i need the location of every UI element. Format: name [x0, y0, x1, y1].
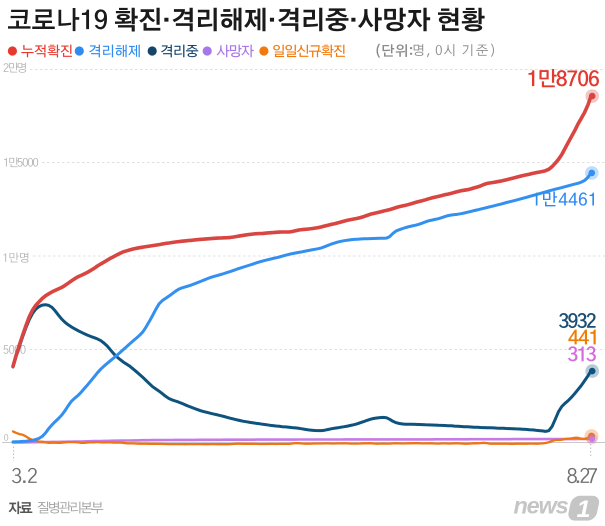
svg-text:1: 1	[577, 496, 591, 522]
svg-text:news: news	[514, 493, 569, 519]
